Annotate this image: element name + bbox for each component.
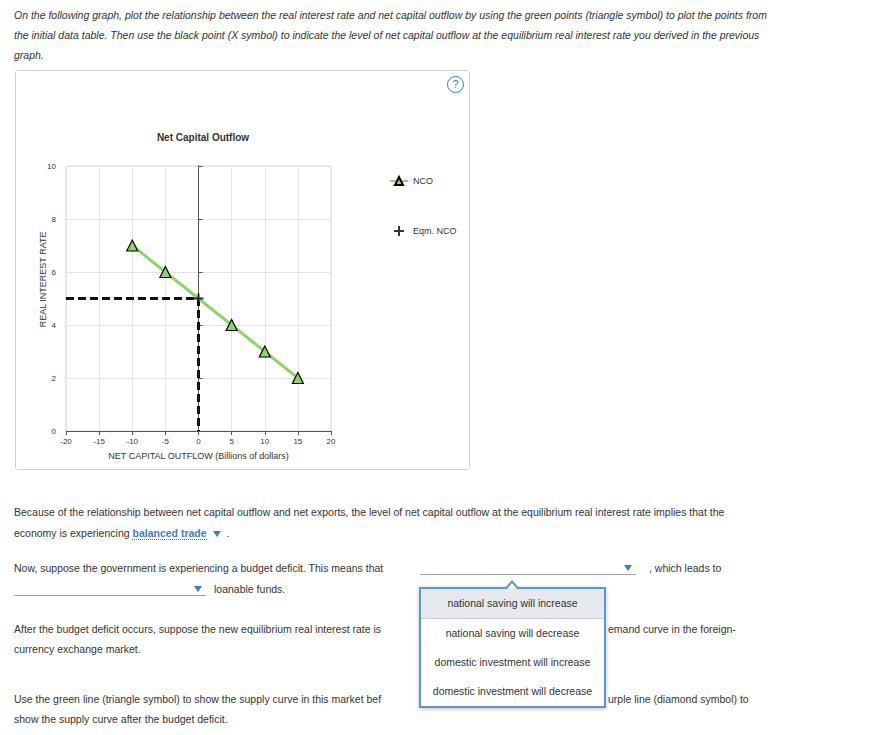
html-text:national saving will increase: national saving will increase	[447, 597, 578, 609]
html-text:show the supply curve after th: show the supply curve after the budget d…	[14, 713, 228, 725]
html-text:domestic investment will incre: domestic investment will increase	[434, 656, 591, 668]
svg-text:15: 15	[293, 437, 302, 446]
html-text:currency exchange market.: currency exchange market.	[14, 643, 141, 655]
svg-text:-5: -5	[162, 437, 170, 446]
svg-text:Eqm. NCO: Eqm. NCO	[413, 226, 457, 236]
svg-text:5: 5	[229, 437, 234, 446]
svg-text:4: 4	[52, 321, 57, 330]
html-text:Use the green line (triangle s: Use the green line (triangle symbol) to …	[14, 693, 382, 705]
html-text:Now, suppose the government is: Now, suppose the government is experienc…	[14, 562, 384, 574]
html-text:Because of the relationship be: Because of the relationship between net …	[14, 506, 725, 539]
svg-text:REAL INTEREST RATE: REAL INTEREST RATE	[38, 231, 48, 327]
html-text:loanable funds.: loanable funds.	[214, 583, 286, 595]
svg-text:2: 2	[52, 374, 57, 383]
svg-text:10: 10	[260, 437, 269, 446]
html-text:, which leads to: , which leads to	[649, 562, 722, 574]
html-text:On the following graph, plot t: On the following graph, plot the relatio…	[14, 9, 767, 61]
svg-text:NET CAPITAL OUTFLOW (Billions: NET CAPITAL OUTFLOW (Billions of dollars…	[108, 451, 288, 461]
html-text:urple line (diamond symbol) to: urple line (diamond symbol) to	[608, 693, 749, 705]
svg-text:-10: -10	[126, 437, 138, 446]
svg-text:0: 0	[196, 437, 201, 446]
svg-text:NCO: NCO	[413, 176, 433, 186]
html-text:domestic investment will decre: domestic investment will decrease	[432, 685, 593, 697]
svg-text:8: 8	[52, 215, 57, 224]
svg-text:20: 20	[327, 437, 336, 446]
svg-text:10: 10	[47, 162, 56, 171]
html-text:national saving will decrease: national saving will decrease	[445, 627, 580, 639]
html-text:emand curve in the foreign-: emand curve in the foreign-	[608, 623, 736, 635]
svg-text:-15: -15	[93, 437, 105, 446]
svg-text:6: 6	[52, 268, 57, 277]
svg-text:Net Capital Outflow: Net Capital Outflow	[157, 132, 249, 143]
html-text:After the budget deficit occur: After the budget deficit occurs, suppose…	[14, 623, 382, 635]
svg-text:0: 0	[52, 427, 57, 436]
svg-text:-20: -20	[60, 437, 72, 446]
